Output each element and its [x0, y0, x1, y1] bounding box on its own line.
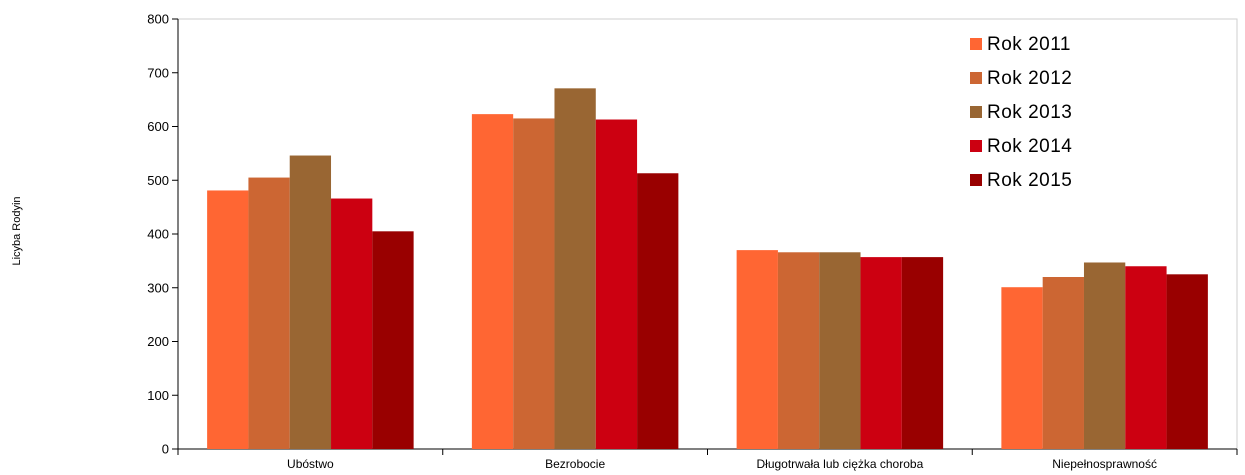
y-tick-label: 700 [147, 65, 169, 80]
x-tick-label: Niepełnosprawność [1052, 457, 1157, 471]
legend-swatch [970, 140, 982, 152]
y-tick-label: 300 [147, 280, 169, 295]
y-tick-label: 800 [147, 12, 169, 27]
legend-swatch [970, 106, 982, 118]
x-tick-label: Bezrobocie [545, 457, 605, 471]
y-tick-label: 100 [147, 388, 169, 403]
legend-label: Rok 2012 [987, 68, 1072, 89]
y-tick-label: 600 [147, 119, 169, 134]
bar [248, 177, 290, 449]
plot-area: 0 100 200 300 400 500 600 700 800 Ubóstwo Bezroboc… [147, 12, 1238, 471]
y-tick-label: 500 [147, 173, 169, 188]
bar [207, 190, 249, 449]
legend: Rok 2011 Rok 2012 Rok 2013 Rok 2014 Rok 2015 [970, 34, 1072, 191]
y-tick-label: 200 [147, 334, 169, 349]
y-tick-label: 0 [162, 442, 169, 457]
legend-label: Rok 2014 [987, 136, 1072, 157]
bar [1042, 277, 1084, 449]
legend-label: Rok 2013 [987, 102, 1072, 123]
bar [1001, 287, 1043, 449]
bar [777, 252, 820, 449]
legend-label: Rok 2011 [987, 34, 1071, 55]
bar [595, 119, 638, 449]
legend-swatch [970, 72, 982, 84]
x-tick-label: Długotrwała lub ciężka choroba [756, 457, 923, 471]
bar [860, 257, 902, 449]
legend-label: Rok 2015 [987, 170, 1072, 191]
y-tick-label: 400 [147, 227, 169, 242]
bar [819, 252, 861, 449]
bar [736, 250, 778, 449]
bar [372, 231, 414, 449]
y-axis-label: Licyba Rodyin [11, 196, 23, 265]
bar [637, 173, 679, 449]
legend-swatch [970, 38, 982, 50]
legend-swatch [970, 174, 982, 186]
bar [1083, 262, 1126, 449]
bar [901, 257, 944, 449]
bar [513, 118, 555, 449]
x-tick-label: Ubóstwo [287, 457, 334, 471]
bar [331, 198, 373, 449]
bar [1166, 274, 1208, 449]
bar [1125, 266, 1167, 449]
bar [471, 114, 514, 449]
bar [289, 155, 332, 449]
bar [554, 88, 596, 450]
